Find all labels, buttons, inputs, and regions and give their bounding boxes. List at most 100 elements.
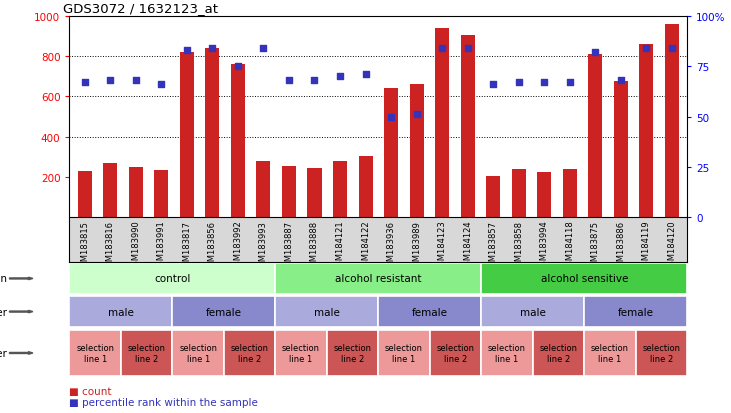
Text: GSM183991: GSM183991 xyxy=(157,220,166,271)
Point xyxy=(589,50,601,56)
Text: GSM183994: GSM183994 xyxy=(539,220,549,271)
Bar xyxy=(282,166,296,218)
Text: GSM183815: GSM183815 xyxy=(80,220,89,271)
Text: GSM183817: GSM183817 xyxy=(182,220,192,271)
Bar xyxy=(614,82,628,218)
Text: gender: gender xyxy=(0,307,7,317)
Bar xyxy=(588,55,602,218)
Text: female: female xyxy=(206,307,242,317)
Bar xyxy=(103,164,117,218)
Text: ■ percentile rank within the sample: ■ percentile rank within the sample xyxy=(69,397,258,407)
Point xyxy=(308,78,320,84)
Text: selection
line 2: selection line 2 xyxy=(643,344,681,363)
Text: selection
line 2: selection line 2 xyxy=(230,344,268,363)
Point xyxy=(334,74,346,80)
Text: GSM184119: GSM184119 xyxy=(642,220,651,271)
Text: GSM183989: GSM183989 xyxy=(412,220,421,271)
Text: GSM184118: GSM184118 xyxy=(565,220,575,271)
Text: GSM184123: GSM184123 xyxy=(438,220,447,271)
Text: GSM183992: GSM183992 xyxy=(233,220,243,271)
Bar xyxy=(481,263,687,294)
Bar xyxy=(77,172,92,218)
Bar xyxy=(533,330,584,376)
Text: ■ count: ■ count xyxy=(69,386,112,396)
Text: GSM183887: GSM183887 xyxy=(284,220,293,271)
Point xyxy=(181,47,193,54)
Point xyxy=(538,80,550,86)
Text: strain: strain xyxy=(0,274,7,284)
Point xyxy=(411,112,423,119)
Point xyxy=(513,80,525,86)
Text: selection
line 1: selection line 1 xyxy=(488,344,526,363)
Bar xyxy=(640,45,654,218)
Bar xyxy=(461,36,474,218)
Bar xyxy=(308,169,322,218)
Text: alcohol sensitive: alcohol sensitive xyxy=(540,274,628,284)
Bar xyxy=(481,297,584,327)
Text: selection
line 1: selection line 1 xyxy=(591,344,629,363)
Bar xyxy=(584,330,636,376)
Bar xyxy=(129,168,143,218)
Text: GSM183816: GSM183816 xyxy=(106,220,115,271)
Bar xyxy=(327,330,379,376)
Text: male: male xyxy=(314,307,340,317)
Bar xyxy=(636,330,687,376)
Bar xyxy=(358,157,373,218)
Text: control: control xyxy=(154,274,191,284)
Text: GSM183857: GSM183857 xyxy=(488,220,498,271)
Point xyxy=(156,82,167,88)
Text: GSM184122: GSM184122 xyxy=(361,220,370,271)
Point xyxy=(640,45,652,52)
Text: GSM183993: GSM183993 xyxy=(259,220,268,271)
Bar xyxy=(384,89,398,218)
Bar xyxy=(69,297,173,327)
Point xyxy=(462,45,474,52)
Point xyxy=(615,78,626,84)
Text: selection
line 1: selection line 1 xyxy=(76,344,114,363)
Text: GSM184120: GSM184120 xyxy=(667,220,676,271)
Bar xyxy=(563,170,577,218)
Bar xyxy=(409,85,423,218)
Point xyxy=(257,45,269,52)
Point xyxy=(79,80,91,86)
Point xyxy=(232,64,243,70)
Text: male: male xyxy=(108,307,134,317)
Text: selection
line 1: selection line 1 xyxy=(385,344,423,363)
Bar xyxy=(276,330,327,376)
Bar xyxy=(257,161,270,218)
Text: GSM183936: GSM183936 xyxy=(387,220,395,271)
Text: GSM184124: GSM184124 xyxy=(463,220,472,271)
Point xyxy=(436,45,448,52)
Text: GSM183875: GSM183875 xyxy=(591,220,599,271)
Bar xyxy=(205,49,219,218)
Bar xyxy=(584,297,687,327)
Bar xyxy=(512,170,526,218)
Text: male: male xyxy=(520,307,545,317)
Bar xyxy=(486,177,500,218)
Text: GSM183856: GSM183856 xyxy=(208,220,217,271)
Bar xyxy=(333,161,347,218)
Point xyxy=(666,45,678,52)
Bar xyxy=(173,330,224,376)
Bar xyxy=(379,330,430,376)
Bar xyxy=(481,330,533,376)
Bar xyxy=(121,330,173,376)
Point xyxy=(283,78,295,84)
Point xyxy=(488,82,499,88)
Bar xyxy=(69,263,276,294)
Bar xyxy=(69,218,687,262)
Bar xyxy=(276,263,481,294)
Point xyxy=(385,114,397,121)
Text: alcohol resistant: alcohol resistant xyxy=(335,274,422,284)
Text: selection
line 2: selection line 2 xyxy=(128,344,166,363)
Text: GSM183886: GSM183886 xyxy=(616,220,625,271)
Text: GDS3072 / 1632123_at: GDS3072 / 1632123_at xyxy=(64,2,219,15)
Bar xyxy=(69,330,121,376)
Bar xyxy=(231,65,245,218)
Bar xyxy=(180,53,194,218)
Text: selection
line 2: selection line 2 xyxy=(539,344,577,363)
Text: female: female xyxy=(412,307,448,317)
Text: selection
line 1: selection line 1 xyxy=(179,344,217,363)
Bar xyxy=(379,297,481,327)
Bar xyxy=(224,330,276,376)
